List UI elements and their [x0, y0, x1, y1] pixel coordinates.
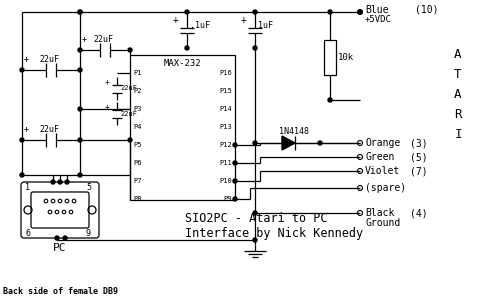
Text: 5: 5 [86, 182, 91, 191]
Text: .1uF: .1uF [190, 20, 210, 29]
Bar [324, 40, 336, 75]
Circle shape [185, 10, 189, 14]
Text: R: R [454, 108, 462, 122]
Text: 9: 9 [86, 228, 91, 237]
Text: (4): (4) [410, 208, 427, 218]
FancyBboxPatch shape [21, 182, 99, 238]
Text: P10: P10 [219, 178, 232, 184]
Circle shape [51, 180, 55, 184]
Circle shape [253, 238, 257, 242]
Text: Black: Black [365, 208, 395, 218]
Circle shape [78, 173, 82, 177]
Circle shape [58, 180, 62, 184]
Text: +: + [173, 15, 179, 25]
Text: P7: P7 [133, 178, 142, 184]
Text: P12: P12 [219, 142, 232, 148]
Text: +: + [241, 15, 247, 25]
Circle shape [253, 141, 257, 145]
Text: (spare): (spare) [365, 183, 406, 193]
Text: A: A [454, 88, 462, 101]
Text: P13: P13 [219, 124, 232, 130]
Text: P14: P14 [219, 106, 232, 112]
Text: (5): (5) [410, 152, 427, 162]
Circle shape [78, 10, 82, 14]
Text: +: + [24, 125, 29, 134]
Polygon shape [282, 136, 295, 150]
Circle shape [128, 48, 132, 52]
Circle shape [20, 68, 24, 72]
Circle shape [233, 161, 237, 165]
Circle shape [358, 10, 362, 14]
Text: 22uF: 22uF [39, 125, 59, 134]
Circle shape [233, 143, 237, 147]
Text: A: A [454, 48, 462, 61]
Circle shape [78, 107, 82, 111]
Circle shape [185, 46, 189, 50]
Text: P4: P4 [133, 124, 142, 130]
Text: Ground: Ground [365, 218, 400, 228]
Text: +: + [82, 35, 87, 44]
Text: MAX-232: MAX-232 [164, 58, 201, 67]
Text: 1uF: 1uF [258, 20, 273, 29]
Text: SIO2PC - Atari to PC: SIO2PC - Atari to PC [185, 212, 327, 225]
Text: Interface by Nick Kennedy: Interface by Nick Kennedy [185, 228, 363, 240]
Circle shape [253, 10, 257, 14]
Circle shape [128, 138, 132, 142]
Circle shape [78, 10, 82, 14]
Bar [130, 55, 235, 200]
Circle shape [318, 141, 322, 145]
Circle shape [55, 236, 59, 240]
Text: 1: 1 [25, 182, 30, 191]
Text: P6: P6 [133, 160, 142, 166]
Circle shape [253, 211, 257, 215]
Text: P2: P2 [133, 88, 142, 94]
Text: 1N4148: 1N4148 [279, 128, 309, 136]
Circle shape [328, 98, 332, 102]
Text: P9: P9 [224, 196, 232, 202]
Text: 6: 6 [25, 228, 30, 237]
Text: T: T [454, 69, 462, 82]
Circle shape [20, 138, 24, 142]
Text: Violet: Violet [365, 166, 400, 176]
Text: P1: P1 [133, 70, 142, 76]
Text: Green: Green [365, 152, 395, 162]
Text: 22uF: 22uF [120, 85, 137, 92]
Circle shape [78, 48, 82, 52]
Circle shape [78, 138, 82, 142]
Text: PC: PC [53, 243, 67, 253]
Text: P5: P5 [133, 142, 142, 148]
Text: P15: P15 [219, 88, 232, 94]
Text: Blue: Blue [365, 5, 388, 15]
Text: (3): (3) [410, 138, 427, 148]
Text: Back side of female DB9: Back side of female DB9 [3, 287, 118, 296]
Text: +: + [105, 103, 110, 112]
FancyBboxPatch shape [31, 192, 89, 228]
Text: P11: P11 [219, 160, 232, 166]
Circle shape [253, 46, 257, 50]
Circle shape [65, 180, 69, 184]
Text: P8: P8 [133, 196, 142, 202]
Circle shape [78, 68, 82, 72]
Text: 22uF: 22uF [39, 54, 59, 64]
Text: (10): (10) [415, 5, 439, 15]
Text: +: + [105, 78, 110, 87]
Text: 10k: 10k [338, 54, 354, 63]
Circle shape [63, 236, 67, 240]
Circle shape [233, 197, 237, 201]
Text: Orange: Orange [365, 138, 400, 148]
Text: +5VDC: +5VDC [365, 15, 392, 24]
Text: P3: P3 [133, 106, 142, 112]
Text: (7): (7) [410, 166, 427, 176]
Circle shape [233, 179, 237, 183]
Text: +: + [24, 54, 29, 64]
Text: 22uF: 22uF [93, 35, 113, 44]
Text: I: I [454, 129, 462, 141]
Circle shape [20, 173, 24, 177]
Text: 22uF: 22uF [120, 110, 137, 116]
Text: P16: P16 [219, 70, 232, 76]
Circle shape [328, 10, 332, 14]
